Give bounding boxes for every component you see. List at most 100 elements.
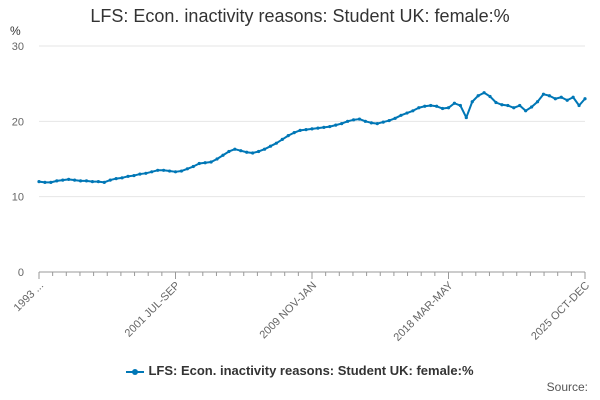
data-point[interactable] [274,141,278,145]
data-point[interactable] [494,100,498,105]
data-point[interactable] [529,105,534,109]
y-tick-label: 10 [12,192,24,204]
data-point[interactable] [245,150,249,154]
data-point[interactable] [239,149,243,153]
data-point[interactable] [446,106,451,110]
data-point[interactable] [233,147,237,151]
data-point[interactable] [583,97,587,101]
data-point[interactable] [132,173,136,178]
x-axis-ticks: 1993 ... 2001 JUL-SEP 2009 NOV-JAN 2018 MAR… [12,272,592,344]
gridlines [39,45,585,198]
data-point[interactable] [227,149,231,154]
data-point[interactable] [126,174,130,178]
data-point[interactable] [417,106,421,110]
data-point[interactable] [476,94,480,98]
data-point[interactable] [369,121,373,125]
data-point[interactable] [73,178,77,182]
data-point[interactable] [167,169,172,173]
data-point[interactable] [322,125,326,129]
data-point[interactable] [55,179,59,183]
data-point[interactable] [387,118,391,123]
data-point[interactable] [215,157,219,161]
data-point[interactable] [482,91,486,95]
data-point[interactable] [61,178,65,182]
data-point[interactable] [535,100,540,104]
data-point[interactable] [179,169,184,173]
data-point[interactable] [393,116,397,120]
data-point[interactable] [108,178,112,182]
data-point[interactable] [310,127,314,131]
data-point[interactable] [571,95,575,99]
data-point[interactable] [268,144,273,148]
data-point[interactable] [452,101,457,105]
data-point[interactable] [102,180,106,184]
data-point[interactable] [559,95,563,99]
data-point[interactable] [49,180,53,184]
data-point[interactable] [150,170,154,174]
data-point[interactable] [114,176,118,181]
data-point[interactable] [429,103,433,108]
data-point[interactable] [346,119,350,123]
data-point[interactable] [351,118,356,122]
data-point[interactable] [506,103,510,108]
data-point[interactable] [328,125,332,129]
data-point[interactable] [381,120,385,124]
data-point[interactable] [470,100,474,104]
data-point[interactable] [553,97,557,101]
data-point[interactable] [156,168,160,172]
data-point[interactable] [488,94,492,99]
data-point[interactable] [256,149,261,154]
data-point[interactable] [251,151,255,155]
data-point[interactable] [120,176,124,180]
data-point[interactable] [458,103,462,108]
data-point[interactable] [375,121,379,126]
data-point[interactable] [435,104,439,108]
data-point[interactable] [547,94,551,98]
y-axis-label: % [10,24,21,38]
data-point[interactable] [340,121,344,126]
data-point[interactable] [43,180,47,184]
legend[interactable]: LFS: Econ. inactivity reasons: Student U… [0,363,600,378]
data-point[interactable] [298,128,302,132]
data-point[interactable] [405,111,409,115]
data-point[interactable] [162,168,166,172]
data-point[interactable] [500,103,504,107]
y-axis-ticks: 0 10 20 30 [12,41,24,279]
data-point[interactable] [577,103,581,108]
data-point[interactable] [304,128,308,132]
data-point[interactable] [90,180,95,184]
data-point[interactable] [78,179,83,183]
data-point[interactable] [363,119,368,123]
data-point[interactable] [518,103,522,108]
data-point[interactable] [440,106,445,111]
data-point[interactable] [185,167,189,171]
data-point[interactable] [280,137,284,142]
data-point[interactable] [316,126,320,130]
data-point[interactable] [334,123,338,127]
data-point[interactable] [262,147,267,151]
data-point[interactable] [96,180,100,184]
data-point[interactable] [209,160,213,164]
data-point[interactable] [512,106,516,110]
data-point[interactable] [524,109,528,113]
data-point[interactable] [286,134,290,138]
data-point[interactable] [197,161,201,166]
data-point[interactable] [565,98,569,102]
data-point[interactable] [138,172,142,176]
data-point[interactable] [357,117,362,121]
data-point[interactable] [464,115,468,120]
data-point[interactable] [84,179,89,183]
data-point[interactable] [292,131,296,135]
data-point[interactable] [144,171,148,175]
data-point[interactable] [173,170,178,174]
data-point[interactable] [37,180,41,184]
data-point[interactable] [423,104,427,108]
data-point[interactable] [541,92,546,96]
data-point[interactable] [191,164,195,169]
data-point[interactable] [411,109,415,113]
data-point[interactable] [203,161,207,165]
data-point[interactable] [221,153,225,157]
data-point[interactable] [67,177,71,181]
data-point[interactable] [399,113,403,117]
